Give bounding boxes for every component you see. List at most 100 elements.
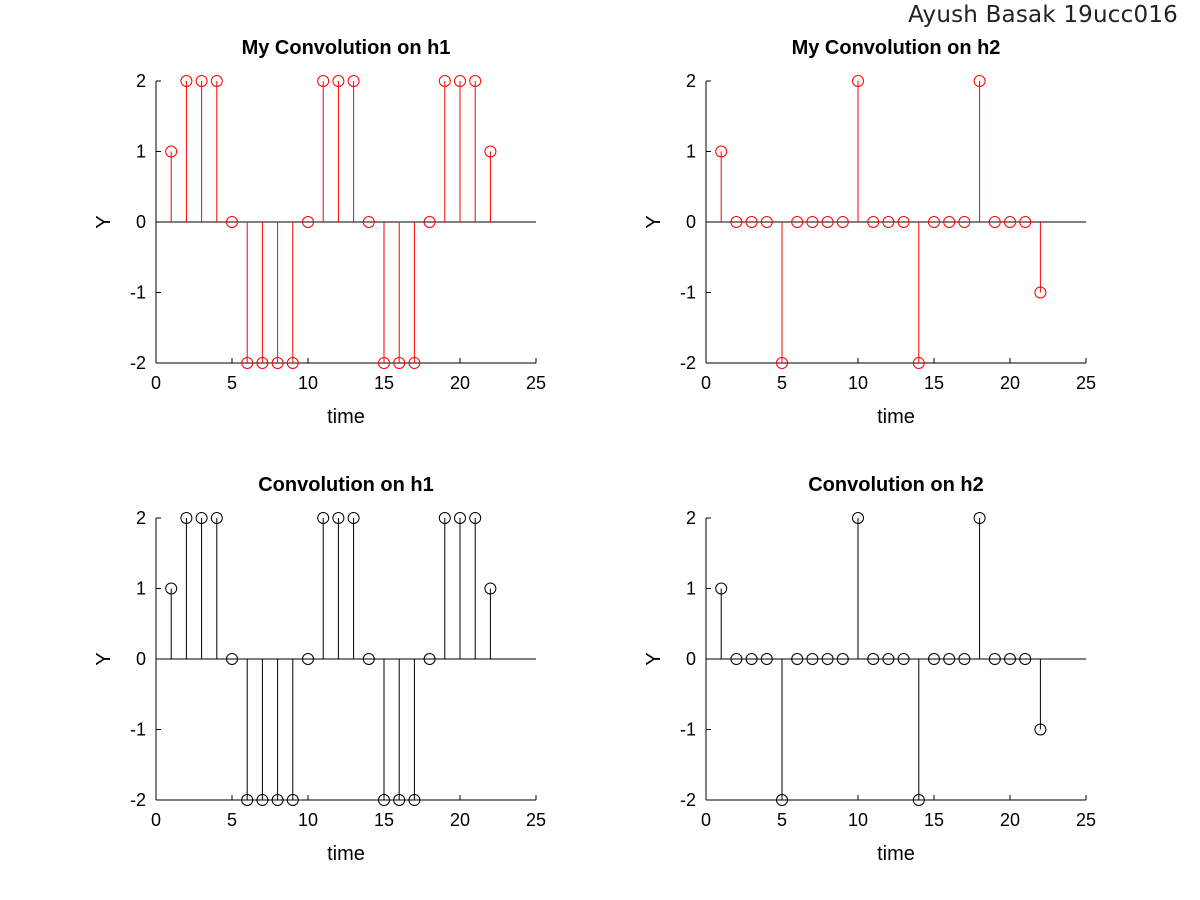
x-tick-label: 15 <box>924 810 944 830</box>
y-axis-label: Y <box>643 215 665 228</box>
stem-marker <box>806 216 819 228</box>
y-tick-label: 2 <box>136 71 146 91</box>
x-tick-label: 5 <box>777 810 787 830</box>
stem-marker <box>836 216 849 228</box>
x-tick-label: 25 <box>526 810 546 830</box>
stem-marker <box>776 357 788 369</box>
stem-marker <box>469 512 482 524</box>
stem-marker <box>347 512 360 524</box>
y-tick-label: 0 <box>136 649 146 669</box>
stem-marker <box>317 512 330 524</box>
y-axis-label: Y <box>93 652 115 665</box>
stem-marker <box>378 794 390 806</box>
stem-marker <box>852 512 864 524</box>
stem-marker <box>195 75 208 87</box>
stem-marker <box>317 75 330 87</box>
x-tick-label: 20 <box>1000 810 1020 830</box>
stem-marker <box>821 653 834 665</box>
y-tick-label: 2 <box>136 508 146 528</box>
x-tick-label: 20 <box>1000 373 1020 393</box>
stem-marker <box>256 794 269 806</box>
stem-marker <box>806 653 819 665</box>
y-tick-label: -1 <box>130 283 146 303</box>
stem-marker <box>423 653 436 665</box>
stem-marker <box>1004 653 1016 665</box>
x-tick-label: 20 <box>450 373 470 393</box>
stem-marker <box>226 653 238 665</box>
stem-marker <box>715 582 728 595</box>
stem-marker <box>423 216 436 228</box>
x-tick-label: 25 <box>526 373 546 393</box>
stem-marker <box>943 653 956 665</box>
stem-marker <box>347 75 360 87</box>
stem-marker <box>438 75 451 87</box>
x-tick-label: 25 <box>1076 373 1096 393</box>
subplot-title: My Convolution on h2 <box>792 37 1001 59</box>
y-tick-label: -1 <box>130 720 146 740</box>
subplot-title: Convolution on h2 <box>808 474 984 496</box>
y-tick-label: 2 <box>686 71 696 91</box>
stem-marker <box>760 216 773 228</box>
stem-marker <box>180 75 193 87</box>
subplot-4: 0 5 10 15 20 25 -2 -1 0 1 2 Convolution on h2 time Y <box>643 474 1096 865</box>
stem-marker <box>286 794 299 806</box>
x-tick-label: 10 <box>848 810 868 830</box>
stem-marker <box>256 357 269 369</box>
x-tick-label: 10 <box>298 810 318 830</box>
stem-marker <box>362 216 375 228</box>
x-tick-label: 10 <box>848 373 868 393</box>
stem-marker <box>988 216 1001 228</box>
x-tick-label: 15 <box>924 373 944 393</box>
y-tick-label: 1 <box>136 579 146 599</box>
subplot-title: My Convolution on h1 <box>242 37 451 59</box>
subplot-1: 0 5 10 15 20 25 -2 -1 0 1 2 My Convolution on h1 tim… <box>93 37 546 428</box>
stem-marker <box>195 512 208 524</box>
stem-marker <box>286 357 299 369</box>
stem-marker <box>730 216 743 228</box>
stem-marker <box>745 216 758 228</box>
stem-marker <box>760 653 773 665</box>
y-tick-label: 0 <box>686 212 696 232</box>
stem-marker <box>745 653 758 665</box>
stem-marker <box>165 145 178 158</box>
stem-marker <box>1004 216 1016 228</box>
subplot-2: 0 5 10 15 20 25 -2 -1 0 1 2 My Convolution on h2 tim… <box>643 37 1096 428</box>
x-tick-label: 20 <box>450 810 470 830</box>
author-watermark: Ayush Basak 19ucc016 <box>908 2 1178 28</box>
y-tick-label: 0 <box>686 649 696 669</box>
stem-marker <box>776 794 788 806</box>
stem-marker <box>332 512 345 524</box>
x-tick-label: 5 <box>777 373 787 393</box>
y-tick-label: -2 <box>680 353 696 373</box>
y-tick-label: 1 <box>686 142 696 162</box>
stem-marker <box>897 216 910 228</box>
stem-marker <box>210 75 223 87</box>
stem-marker <box>362 653 375 665</box>
stem-marker <box>408 794 421 806</box>
y-axis-label: Y <box>93 215 115 228</box>
stem-marker <box>791 653 804 665</box>
stem-marker <box>180 512 193 524</box>
stem-marker <box>408 357 421 369</box>
stem-marker <box>867 216 880 228</box>
stem-marker <box>438 512 451 524</box>
stem-marker <box>454 75 466 87</box>
stem-marker <box>484 145 497 158</box>
y-tick-label: -1 <box>680 283 696 303</box>
y-tick-label: 1 <box>686 579 696 599</box>
stem-marker <box>958 216 971 228</box>
x-tick-label: 0 <box>701 373 711 393</box>
x-tick-label: 0 <box>151 373 161 393</box>
x-axis-label: time <box>327 406 365 428</box>
stem-marker <box>454 512 466 524</box>
x-tick-label: 25 <box>1076 810 1096 830</box>
stem-marker <box>912 794 925 806</box>
stem-marker <box>484 582 497 595</box>
stem-marker <box>393 357 406 369</box>
stem-marker <box>1019 653 1032 665</box>
stem-marker <box>882 216 895 228</box>
stem-marker <box>378 357 390 369</box>
stem-marker <box>226 216 238 228</box>
x-tick-label: 15 <box>374 810 394 830</box>
